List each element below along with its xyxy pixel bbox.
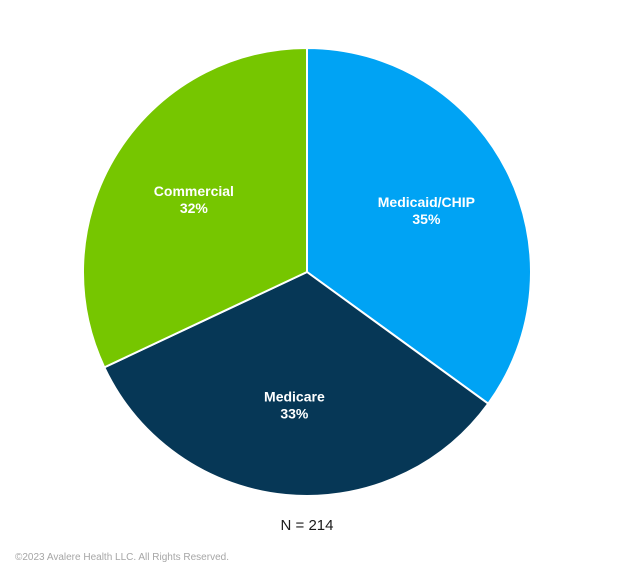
slice-label-medicaid-chip: Medicaid/CHIP [378,194,475,210]
slice-value-medicare: 33% [280,405,309,421]
slice-value-commercial: 32% [180,200,209,216]
slice-label-commercial: Commercial [154,183,234,199]
pie-slice-medicare [103,271,490,497]
pie-slice-commercial [82,47,308,369]
slice-label-medicare: Medicare [264,388,325,404]
pie-slice-medicaid-chip [306,47,532,405]
copyright-notice: ©2023 Avalere Health LLC. All Rights Res… [15,552,229,563]
slice-value-medicaid-chip: 35% [412,211,441,227]
sample-size-label: N = 214 [280,517,334,534]
